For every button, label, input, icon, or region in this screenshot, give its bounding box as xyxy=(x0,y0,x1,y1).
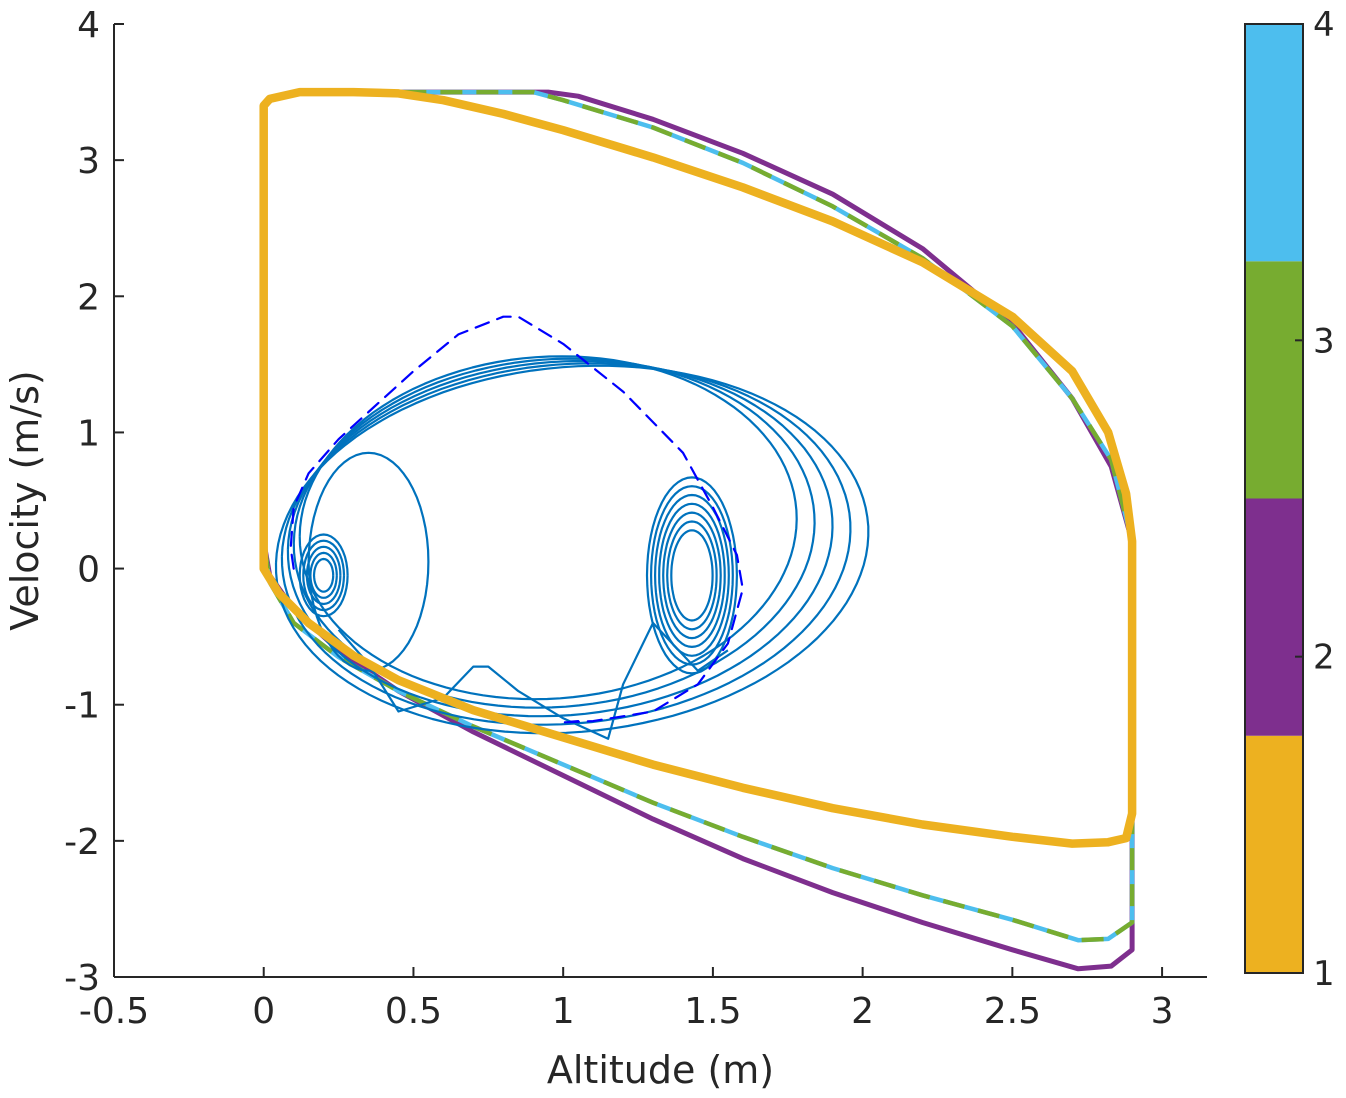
trajectory-right-spiral xyxy=(666,520,718,631)
plot-area xyxy=(259,87,1137,972)
trajectory-inner-lobe xyxy=(307,451,430,672)
trajectory-left-spiral xyxy=(312,557,335,593)
x-axis-label: Altitude (m) xyxy=(547,1048,774,1092)
colorbar-segment-2 xyxy=(1245,498,1303,736)
trajectory-left-spiral xyxy=(309,551,338,599)
y-tick-label: 1 xyxy=(77,413,100,454)
colorbar-segment-3 xyxy=(1245,261,1303,499)
x-tick-label: 1.5 xyxy=(684,991,741,1032)
x-tick-label: 2.5 xyxy=(984,991,1041,1032)
trajectory-large-loop xyxy=(286,359,834,718)
level-4-curve xyxy=(261,89,1135,943)
colorbar-tick-label: 2 xyxy=(1313,638,1335,678)
colorbar-segment-1 xyxy=(1245,735,1303,973)
level-1-curves xyxy=(259,87,1137,848)
trajectory-lower-path xyxy=(337,621,729,740)
reference-curves xyxy=(289,315,744,724)
y-axis-label: Velocity (m/s) xyxy=(3,370,47,630)
y-tick-label: -3 xyxy=(64,958,100,999)
x-tick-label: 0 xyxy=(252,991,275,1032)
trajectory-right-spiral xyxy=(658,502,726,649)
y-tick-label: 0 xyxy=(77,550,100,591)
x-tick-label: 0.5 xyxy=(385,991,442,1032)
x-tick-label: 1 xyxy=(552,991,575,1032)
trajectory-left-spiral xyxy=(302,539,346,612)
y-tick-label: -1 xyxy=(64,686,100,727)
trajectory-left-spiral xyxy=(305,545,342,606)
y-tick-label: -2 xyxy=(64,822,100,863)
axes: -0.5 0 0.5 1 1.5 2 2.5 3 -3 -2 -1 0 1 2 3 4 xyxy=(64,5,1207,1032)
trajectory-left-spiral xyxy=(298,533,349,618)
trajectory-large-loop xyxy=(298,355,798,701)
y-tick-label: 2 xyxy=(77,277,100,318)
trajectory-right-spiral xyxy=(649,485,734,666)
colorbar: 1 2 3 4 xyxy=(1244,5,1335,994)
trajectory-large-loop xyxy=(274,364,870,735)
trajectory-right-spiral xyxy=(662,511,722,640)
y-tick-label: 4 xyxy=(77,5,100,46)
y-tick-label: 3 xyxy=(77,141,100,182)
reference-curve xyxy=(289,315,744,724)
colorbar-frame xyxy=(1244,23,1304,974)
x-tick-label: -0.5 xyxy=(79,991,149,1032)
level-3-curve xyxy=(261,89,1135,943)
trajectory-right-spiral xyxy=(645,476,738,675)
trajectory-right-spiral xyxy=(653,493,730,657)
colorbar-tick-label: 1 xyxy=(1313,954,1335,994)
trajectory-right-spiral xyxy=(670,529,714,622)
colorbar-tick-label: 3 xyxy=(1313,321,1335,361)
trajectory-large-loop xyxy=(280,362,852,726)
x-tick-label: 2 xyxy=(851,991,874,1032)
colorbar-segment-4 xyxy=(1245,24,1303,262)
colorbar-tick-label: 4 xyxy=(1313,5,1335,45)
level-1-curve xyxy=(259,87,1137,848)
trajectory-curves xyxy=(274,355,870,740)
x-tick-label: 3 xyxy=(1151,991,1174,1032)
